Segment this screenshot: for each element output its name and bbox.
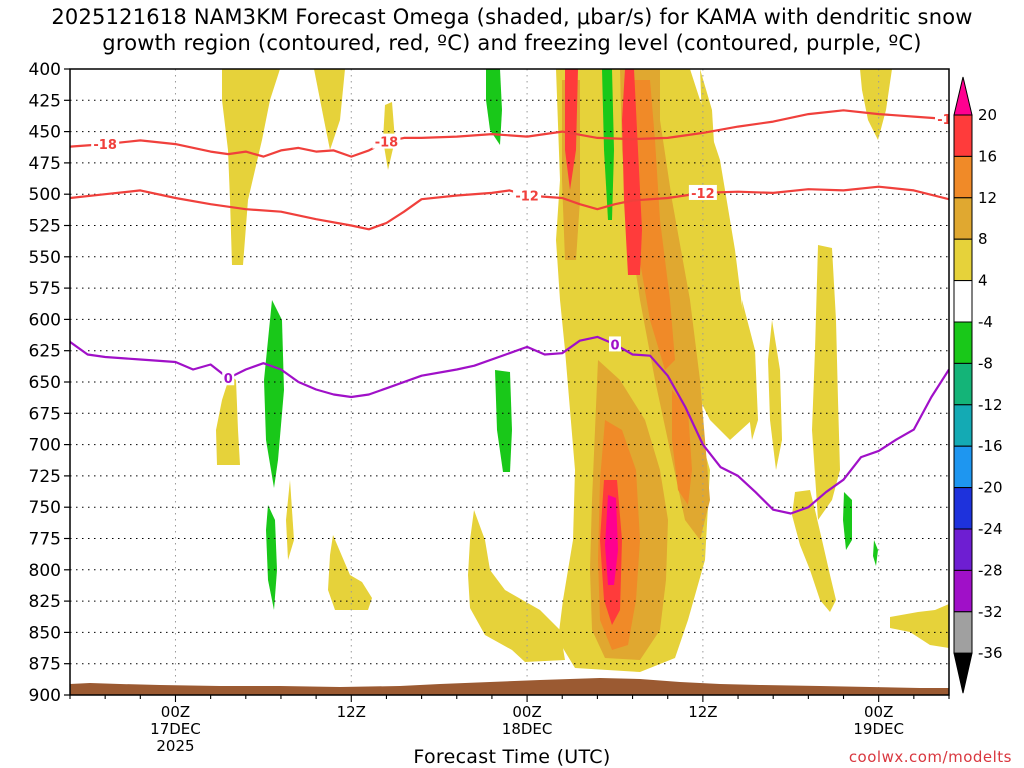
y-tick-label: 600 (29, 310, 61, 330)
x-tick-label: 00Z (161, 703, 190, 721)
omega-shaded-field (216, 69, 949, 672)
x-tick-label: 18DEC (502, 720, 553, 738)
colorbar-tick-label: -20 (978, 479, 1003, 497)
contour-label: 0 (610, 338, 619, 353)
x-tick-label: 00Z (864, 703, 893, 721)
colorbar-swatch (954, 77, 972, 115)
colorbar-swatch (954, 653, 972, 693)
colorbar-tick-label: -28 (978, 561, 1003, 579)
colorbar-tick-label: 4 (978, 272, 988, 290)
y-tick-label: 750 (29, 498, 61, 518)
y-tick-label: 875 (29, 655, 61, 675)
y-tick-label: 850 (29, 623, 61, 643)
y-tick-label: 425 (29, 91, 61, 111)
colorbar-tick-label: -32 (978, 603, 1003, 621)
contour-label: -18 (93, 138, 117, 153)
colorbar: 20 16 12 8 4 -4 -8 -12 -16 -20 -24 -28 -32 -36 (954, 77, 1003, 693)
colorbar-swatch (954, 570, 972, 611)
colorbar-swatch (954, 363, 972, 404)
terrain-surface (70, 678, 949, 695)
contour-label: -18 (375, 136, 399, 151)
y-tick-label: 525 (29, 217, 61, 237)
colorbar-swatch (954, 156, 972, 197)
y-tick-label: 500 (29, 185, 61, 205)
colorbar-swatch (954, 322, 972, 363)
omega-time-height-chart: -18 -18-18-12 -1200 4004254504755005255505… (0, 0, 1024, 768)
colorbar-swatch (954, 529, 972, 570)
colorbar-swatch (954, 446, 972, 487)
contour-label: -12 (691, 187, 715, 202)
contour-label: -12 (515, 189, 539, 204)
x-tick-label: 12Z (337, 703, 366, 721)
y-tick-label: 825 (29, 592, 61, 612)
colorbar-tick-label: -8 (978, 354, 993, 372)
y-tick-label: 650 (29, 373, 61, 393)
x-tick-label: 17DEC (150, 720, 201, 738)
y-tick-label: 800 (29, 561, 61, 581)
colorbar-swatch (954, 612, 972, 653)
contour-label: 0 (224, 372, 233, 387)
y-tick-label: 575 (29, 279, 61, 299)
colorbar-tick-label: -36 (978, 644, 1003, 662)
colorbar-tick-label: -16 (978, 437, 1003, 455)
y-tick-label: 550 (29, 248, 61, 268)
colorbar-swatch (954, 488, 972, 529)
colorbar-swatch (954, 405, 972, 446)
colorbar-tick-label: -24 (978, 520, 1003, 538)
colorbar-swatch (954, 198, 972, 239)
credit-text: coolwx.com/modelts (849, 748, 1012, 766)
x-tick-label: 12Z (688, 703, 717, 721)
y-tick-label: 675 (29, 404, 61, 424)
y-tick-label: 725 (29, 467, 61, 487)
colorbar-tick-label: -4 (978, 313, 993, 331)
y-tick-label: 775 (29, 530, 61, 550)
y-tick-label: 450 (29, 123, 61, 143)
y-tick-label: 475 (29, 154, 61, 174)
x-tick-label: 00Z (512, 703, 541, 721)
colorbar-tick-label: -12 (978, 396, 1003, 414)
y-tick-label: 400 (29, 60, 61, 80)
colorbar-tick-label: 8 (978, 230, 988, 248)
colorbar-swatch (954, 239, 972, 280)
y-tick-label: 700 (29, 436, 61, 456)
contour-line (70, 110, 949, 156)
x-tick-label: 19DEC (853, 720, 904, 738)
colorbar-swatch (954, 281, 972, 322)
colorbar-tick-label: 12 (978, 189, 997, 207)
colorbar-tick-label: 20 (978, 106, 997, 124)
colorbar-tick-label: 16 (978, 147, 997, 165)
y-tick-label: 900 (29, 686, 61, 706)
colorbar-swatch (954, 115, 972, 156)
y-tick-label: 625 (29, 342, 61, 362)
pressure-axis: 400 425 450 475 500 525 550 575 600 625 650 675 700 7… (29, 60, 70, 706)
contour-line (70, 187, 949, 230)
